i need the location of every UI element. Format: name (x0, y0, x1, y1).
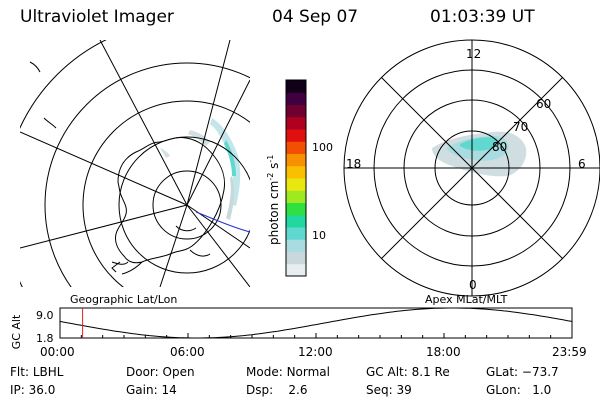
observation-time: 01:03:39 UT (430, 7, 535, 27)
coastline (29, 61, 225, 275)
satellite-track (195, 211, 250, 233)
mlat-label-70: 70 (513, 120, 529, 134)
colorbar-cell (286, 251, 306, 265)
timeline-xtick-1: 06:00 (170, 345, 205, 359)
colorbar-cell (286, 214, 306, 228)
timeline-xtick-4: 23:59 (552, 345, 587, 359)
colorbar-cell (286, 116, 306, 130)
info-gc-alt: GC Alt: 8.1 Re (366, 365, 450, 379)
colorbar-unit: photon cm (267, 180, 281, 245)
info-door: Door: Open (126, 365, 195, 379)
info-filter: Flt: LBHL (10, 365, 64, 379)
info-dsp: Dsp: 2.6 (246, 383, 308, 397)
geo-map-label: Geographic Lat/Lon (70, 293, 178, 306)
timeline-xtick-3: 18:00 (426, 345, 461, 359)
colorbar-exp2: -1 (266, 154, 275, 163)
colorbar-cell (286, 178, 306, 191)
colorbar-cell (286, 92, 306, 105)
colorbar-exp1: -2 (266, 172, 275, 181)
colorbar-cell (286, 141, 306, 154)
mlt-label-6: 6 (578, 157, 586, 171)
timeline-xtick-0: 00:00 (40, 345, 75, 359)
colorbar-cell (286, 263, 306, 277)
mlt-label-18: 18 (346, 157, 362, 171)
colorbar-unit-s: s (267, 162, 281, 169)
colorbar (285, 79, 307, 277)
colorbar-cell (286, 202, 306, 216)
colorbar-cell (286, 190, 306, 203)
observation-date: 04 Sep 07 (272, 7, 359, 27)
info-mode: Mode: Normal (246, 365, 330, 379)
colorbar-cell (286, 129, 306, 142)
mlat-label-60: 60 (536, 97, 552, 111)
info-glat: GLat: −73.7 (486, 365, 559, 379)
timeline-y-label: GC Alt (10, 314, 23, 349)
polar-aurora-emission (432, 131, 527, 177)
colorbar-tick-100: 100 (312, 141, 333, 154)
apex-polar-plot (343, 39, 600, 297)
polar-plot-label: Apex MLat/MLT (425, 293, 508, 306)
info-glon: GLon: 1.0 (486, 383, 552, 397)
colorbar-cell (286, 104, 306, 118)
info-ip: IP: 36.0 (10, 383, 56, 397)
colorbar-cell (286, 165, 306, 179)
timeline-ytick-top: 9.0 (36, 309, 54, 322)
colorbar-cell (286, 239, 306, 252)
geo-grid (20, 40, 250, 287)
info-gain: Gain: 14 (126, 383, 177, 397)
colorbar-cell (286, 80, 306, 93)
altitude-timeline: GC Alt 9.0 1.8 00:00 06:00 12:00 18:00 2… (10, 307, 587, 359)
colorbar-cell (286, 153, 306, 167)
colorbar-axis-label: photon cm-2 s-1 (266, 155, 281, 245)
mlt-label-0: 0 (469, 278, 477, 292)
mlt-label-12: 12 (466, 47, 482, 61)
timeline-ytick-bottom: 1.8 (36, 332, 54, 345)
colorbar-cell (286, 227, 306, 240)
geo-aurora-emission (160, 118, 241, 220)
geographic-map (20, 40, 250, 287)
panels-svg (20, 39, 600, 297)
info-seq: Seq: 39 (366, 383, 412, 397)
mlat-label-80: 80 (492, 140, 508, 154)
image-title: Ultraviolet Imager (20, 7, 174, 27)
colorbar-tick-10: 10 (312, 229, 326, 242)
timeline-xtick-2: 12:00 (298, 345, 333, 359)
